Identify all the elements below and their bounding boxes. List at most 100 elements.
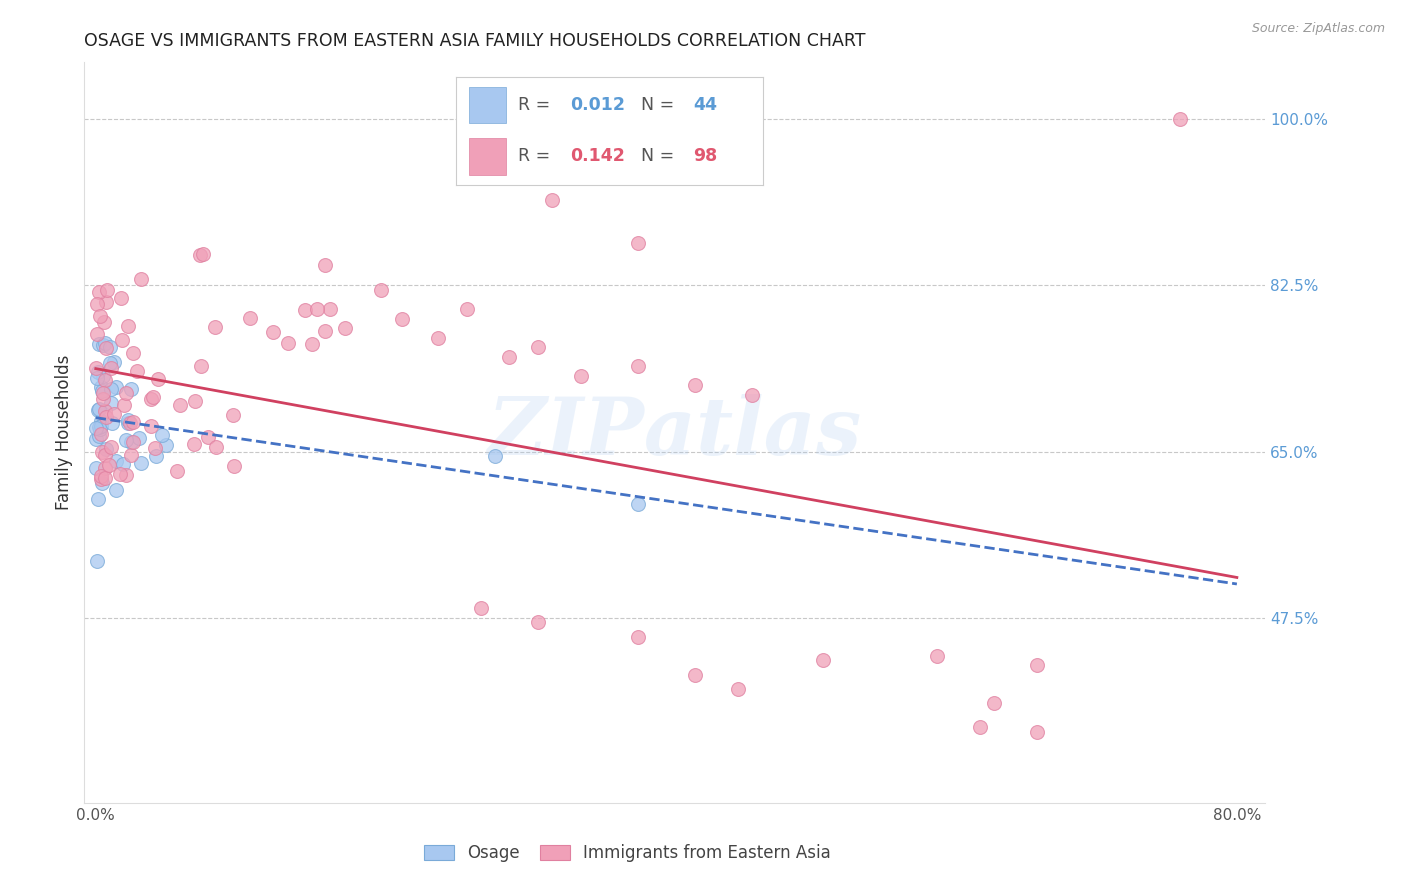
Point — [627, 235, 650, 250]
Point — [190, 359, 212, 373]
Point — [111, 333, 134, 347]
Point — [142, 391, 165, 405]
Point — [541, 193, 564, 207]
Point — [305, 302, 328, 317]
Point — [87, 402, 110, 417]
Y-axis label: Family Households: Family Households — [55, 355, 73, 510]
Point — [222, 458, 245, 473]
Point — [627, 359, 650, 374]
Point — [94, 341, 117, 355]
Point — [87, 402, 110, 417]
Point — [193, 247, 215, 261]
Point — [145, 450, 167, 464]
Point — [96, 410, 118, 425]
Point — [129, 272, 152, 286]
Point — [277, 335, 299, 350]
Point — [86, 326, 108, 341]
Point — [87, 285, 110, 299]
Point — [87, 429, 110, 443]
Point — [484, 450, 506, 464]
Point — [94, 294, 117, 309]
Point — [100, 440, 122, 454]
Point — [169, 398, 191, 412]
Text: OSAGE VS IMMIGRANTS FROM EASTERN ASIA FAMILY HOUSEHOLDS CORRELATION CHART: OSAGE VS IMMIGRANTS FROM EASTERN ASIA FA… — [84, 32, 866, 50]
Point — [104, 454, 127, 468]
Point — [294, 303, 316, 318]
Point — [93, 374, 115, 388]
Point — [927, 648, 949, 663]
Point — [112, 398, 135, 412]
Point — [427, 331, 450, 345]
Point — [527, 615, 550, 630]
Point — [118, 417, 141, 431]
Point — [115, 433, 138, 447]
Point — [197, 430, 219, 444]
Point — [90, 468, 112, 483]
Point — [120, 434, 142, 449]
Point — [983, 696, 1005, 710]
Point — [84, 421, 107, 435]
Point — [115, 385, 138, 400]
Point — [94, 336, 117, 351]
Point — [683, 667, 706, 681]
Point — [89, 421, 111, 435]
Legend: Osage, Immigrants from Eastern Asia: Osage, Immigrants from Eastern Asia — [418, 838, 838, 869]
Point — [117, 319, 139, 334]
Point — [90, 380, 112, 394]
Point — [627, 630, 650, 644]
Point — [370, 283, 392, 297]
Point — [527, 340, 550, 354]
Point — [91, 369, 114, 384]
Point — [683, 378, 706, 392]
Point — [115, 468, 138, 483]
Point — [94, 461, 117, 475]
Point — [391, 311, 413, 326]
Point — [205, 440, 228, 454]
Point — [120, 448, 142, 462]
Point — [314, 258, 336, 272]
Point — [87, 491, 110, 506]
Point — [222, 408, 245, 422]
Point — [86, 297, 108, 311]
Point — [569, 368, 592, 383]
Point — [150, 428, 173, 442]
Point — [110, 291, 132, 305]
Point — [155, 438, 177, 452]
Point — [1026, 724, 1049, 739]
Point — [94, 448, 117, 462]
Point — [120, 382, 142, 396]
Point — [1026, 658, 1049, 673]
Point — [100, 382, 122, 396]
Point — [89, 337, 111, 351]
Point — [128, 431, 150, 445]
Point — [110, 467, 132, 481]
Point — [89, 309, 111, 323]
Point — [98, 356, 121, 370]
Point — [117, 413, 139, 427]
Point — [101, 416, 124, 430]
Point — [117, 416, 139, 430]
Point — [105, 380, 128, 394]
Point — [335, 321, 357, 335]
Point — [90, 444, 112, 458]
Point — [262, 325, 284, 339]
Point — [129, 456, 152, 470]
Point — [86, 366, 108, 380]
Point — [813, 653, 835, 667]
Point — [90, 427, 112, 442]
Point — [90, 384, 112, 398]
Point — [98, 340, 121, 354]
Point — [100, 396, 122, 410]
Point — [204, 319, 226, 334]
Point — [86, 432, 108, 446]
Point — [91, 476, 114, 491]
Point — [239, 310, 262, 325]
Point — [969, 720, 991, 734]
Point — [188, 248, 211, 262]
Point — [103, 355, 125, 369]
Point — [121, 345, 143, 359]
Point — [146, 372, 169, 386]
Point — [84, 461, 107, 475]
Point — [89, 420, 111, 434]
Point — [94, 471, 117, 485]
